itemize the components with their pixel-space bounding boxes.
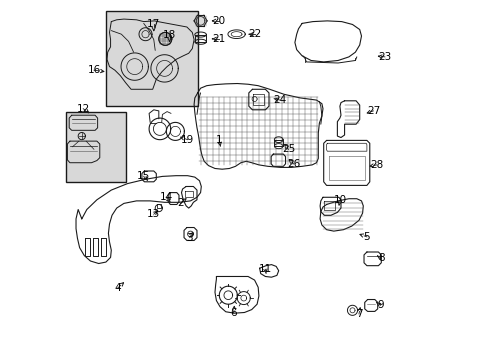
- Text: 10: 10: [333, 195, 346, 205]
- Text: 17: 17: [147, 19, 160, 30]
- Text: 14: 14: [159, 192, 172, 202]
- Text: 8: 8: [377, 253, 384, 264]
- Text: 16: 16: [87, 65, 101, 75]
- Text: 9: 9: [377, 300, 383, 310]
- Text: 19: 19: [181, 135, 194, 145]
- Text: 3: 3: [186, 233, 193, 243]
- Text: 20: 20: [212, 16, 224, 26]
- Text: 18: 18: [163, 30, 176, 40]
- Bar: [106, 11, 197, 106]
- Text: 26: 26: [286, 159, 300, 169]
- Text: 11: 11: [258, 264, 271, 274]
- Text: 13: 13: [147, 209, 160, 219]
- Text: 4: 4: [114, 283, 121, 293]
- Text: 15: 15: [137, 171, 150, 181]
- Text: 21: 21: [211, 34, 225, 44]
- Text: 1: 1: [216, 135, 222, 145]
- Text: 12: 12: [77, 104, 90, 114]
- Text: 24: 24: [273, 95, 286, 105]
- Text: 5: 5: [363, 232, 369, 242]
- Text: 25: 25: [281, 144, 294, 154]
- Text: 28: 28: [369, 160, 383, 170]
- Text: 23: 23: [378, 52, 391, 62]
- Text: 7: 7: [355, 309, 362, 319]
- Text: 2: 2: [177, 198, 183, 208]
- Text: 27: 27: [366, 106, 379, 116]
- Text: 6: 6: [230, 308, 237, 318]
- Text: 22: 22: [248, 29, 262, 39]
- Bar: [66, 112, 125, 182]
